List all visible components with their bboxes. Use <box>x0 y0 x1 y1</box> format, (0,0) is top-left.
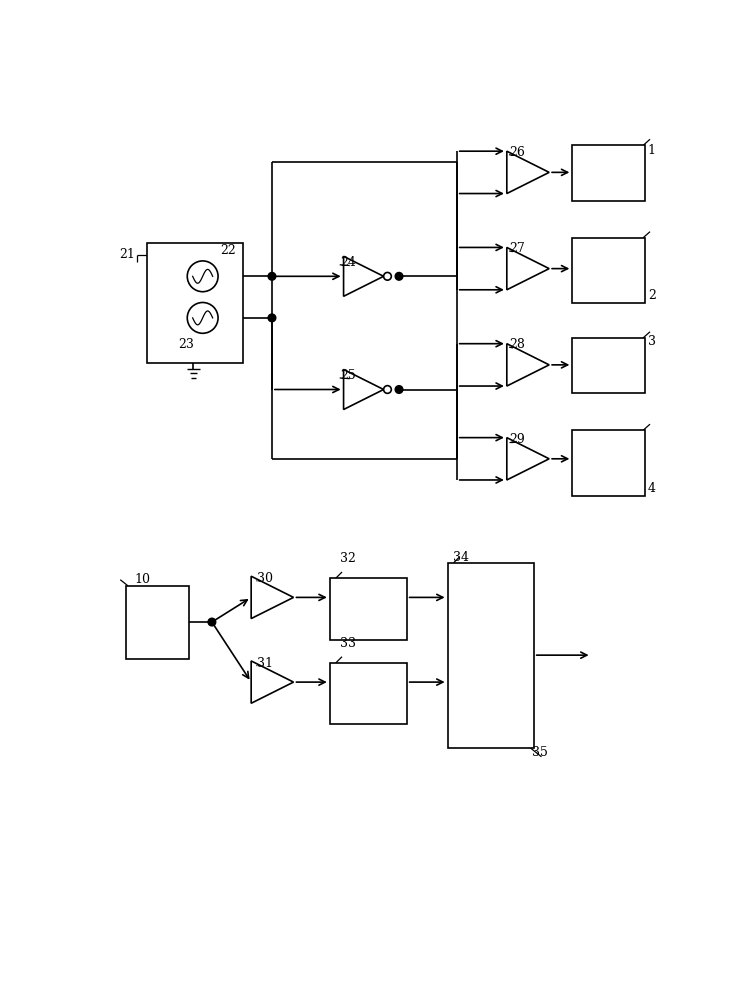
Text: 3: 3 <box>648 335 655 348</box>
Text: 21: 21 <box>120 248 135 261</box>
Text: 26: 26 <box>509 146 525 159</box>
Circle shape <box>268 314 276 322</box>
Bar <box>330 663 407 724</box>
Text: 28: 28 <box>509 338 525 351</box>
Circle shape <box>395 272 403 280</box>
Text: 1: 1 <box>648 144 655 157</box>
Bar <box>572 145 645 201</box>
Text: 30: 30 <box>257 572 272 585</box>
Text: 22: 22 <box>220 244 236 257</box>
Text: 4: 4 <box>648 482 655 495</box>
Bar <box>330 578 407 640</box>
Text: 32: 32 <box>340 552 356 565</box>
Text: 24: 24 <box>340 256 356 269</box>
Circle shape <box>384 386 391 393</box>
Bar <box>147 243 243 363</box>
Text: 25: 25 <box>340 369 356 382</box>
Bar <box>572 430 645 496</box>
Text: 33: 33 <box>340 637 356 650</box>
Circle shape <box>187 261 218 292</box>
Circle shape <box>208 618 216 626</box>
Text: 34: 34 <box>453 551 469 564</box>
Text: 31: 31 <box>257 657 272 670</box>
Bar <box>572 238 645 303</box>
Text: 29: 29 <box>509 433 525 446</box>
Circle shape <box>187 302 218 333</box>
Text: 35: 35 <box>532 746 548 759</box>
Text: 10: 10 <box>135 573 151 586</box>
Text: 2: 2 <box>648 289 655 302</box>
Circle shape <box>395 386 403 393</box>
Bar <box>126 586 189 659</box>
Bar <box>572 338 645 393</box>
Circle shape <box>384 272 391 280</box>
Bar <box>448 563 533 748</box>
Text: 27: 27 <box>509 242 525 255</box>
Text: 23: 23 <box>178 338 194 351</box>
Circle shape <box>268 272 276 280</box>
